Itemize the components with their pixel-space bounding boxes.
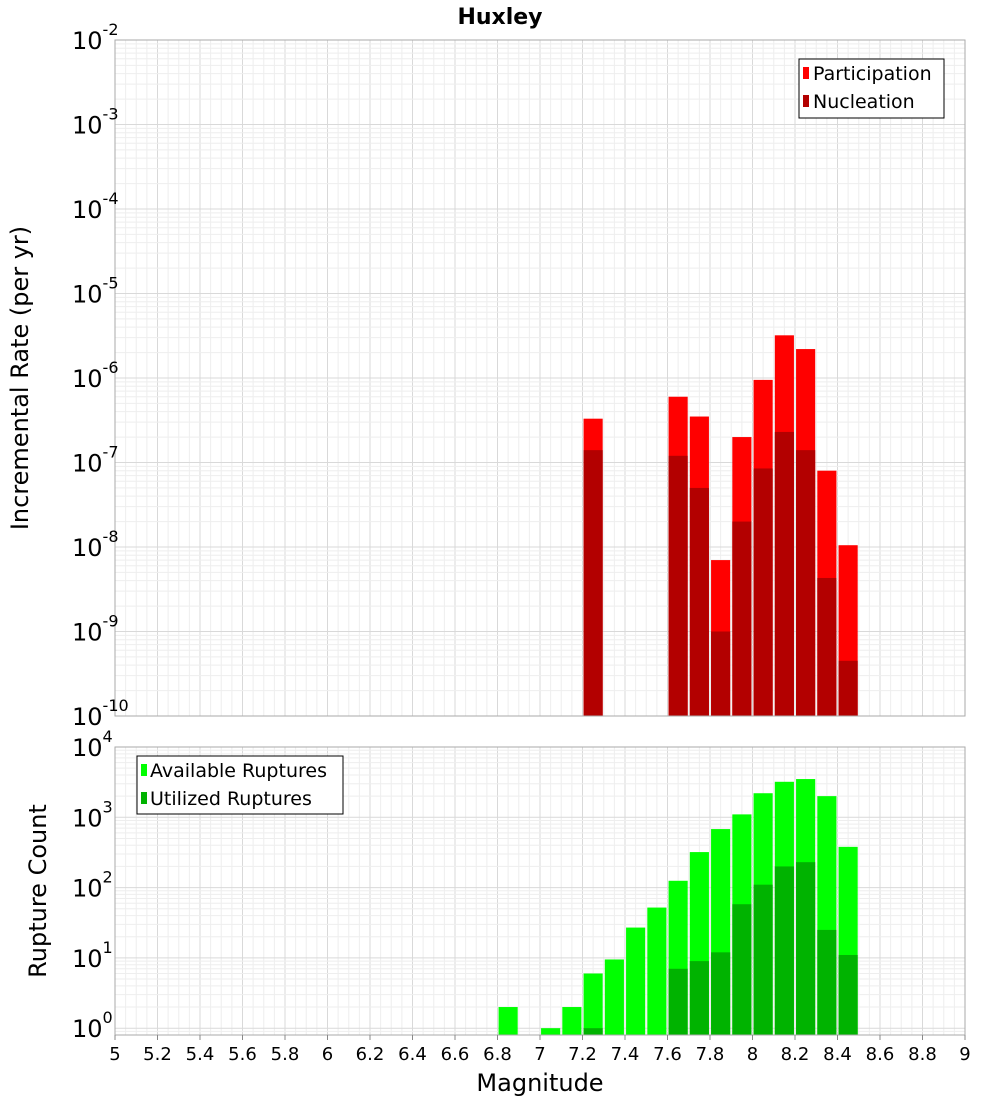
- x-tick-label: 9: [959, 1044, 970, 1065]
- rate-bar-nucleation: [668, 455, 688, 716]
- legend-swatch-available: [141, 764, 147, 776]
- legend-label-available: Available Ruptures: [150, 760, 327, 782]
- legend-label-nucleation: Nucleation: [813, 91, 915, 113]
- x-axis-label: Magnitude: [476, 1069, 603, 1097]
- x-tick-label: 8.4: [823, 1044, 852, 1065]
- count-bar-utilized-ruptures: [796, 862, 816, 1035]
- rate-bar-nucleation: [732, 521, 752, 716]
- count-bar-utilized-ruptures: [732, 904, 752, 1035]
- x-tick-label: 7.6: [653, 1044, 682, 1065]
- count-bar-available-ruptures: [583, 973, 603, 1035]
- rate-legend-box: [798, 58, 945, 119]
- x-tick-label: 5: [109, 1044, 120, 1065]
- legend-swatch-utilized: [141, 792, 147, 804]
- rate-plot-border: [114, 39, 966, 717]
- count-y-ticks: 100 101 102 103 104: [72, 727, 113, 1043]
- rate-y-ticks: 10-10 10-9 10-8 10-7 10-6 10-5 10-4 10-3 10-2: [72, 20, 129, 731]
- rate-bar-nucleation: [774, 431, 794, 716]
- count-bar-available-ruptures: [626, 927, 646, 1035]
- x-tick-label: 5.4: [186, 1044, 215, 1065]
- x-tick-label: 7.8: [696, 1044, 725, 1065]
- count-panel: 100 101 102 103 104 5 5.2 5.4 5.6 5.8 6 6.2 6.4 6.6 6…: [24, 727, 971, 1097]
- count-bar-utilized-ruptures: [753, 884, 773, 1035]
- x-tick-label: 7.4: [611, 1044, 640, 1065]
- count-bar-utilized-ruptures: [817, 929, 837, 1035]
- rate-legend: Participation Nucleation: [798, 58, 945, 119]
- rate-panel: 10-10 10-9 10-8 10-7 10-6 10-5 10-4 10-3 10-2 In…: [6, 20, 966, 731]
- count-bar-utilized-ruptures: [668, 968, 688, 1035]
- rate-bars: [583, 335, 858, 716]
- legend-swatch-participation: [803, 67, 809, 79]
- rate-bar-nucleation: [817, 577, 837, 716]
- count-bar-available-ruptures: [647, 907, 667, 1035]
- count-y-tick-label: 103: [72, 797, 113, 832]
- rate-y-tick-label: 10-5: [72, 274, 119, 309]
- count-bar-available-ruptures: [498, 1007, 518, 1035]
- rate-y-tick-label: 10-10: [72, 696, 129, 731]
- rate-y-tick-label: 10-8: [72, 527, 119, 562]
- x-tick-label: 5.8: [271, 1044, 300, 1065]
- rate-y-tick-label: 10-4: [72, 189, 119, 224]
- rate-y-tick-label: 10-9: [72, 612, 119, 647]
- count-y-tick-label: 104: [72, 727, 113, 762]
- legend-label-utilized: Utilized Ruptures: [150, 788, 312, 810]
- count-y-tick-label: 102: [72, 868, 113, 903]
- x-tick-label: 5.2: [143, 1044, 172, 1065]
- x-ticks: 5 5.2 5.4 5.6 5.8 6 6.2 6.4 6.6 6.8 7 7.2 7.4 7.6 7.8 8…: [109, 1035, 971, 1065]
- rate-bar-nucleation: [796, 450, 816, 716]
- count-bar-utilized-ruptures: [583, 1028, 603, 1035]
- chart-title: Huxley: [457, 5, 542, 30]
- legend-label-participation: Participation: [813, 63, 932, 85]
- rate-grid: [114, 40, 966, 717]
- rate-bar-nucleation: [838, 660, 858, 716]
- rate-y-tick-label: 10-3: [72, 105, 119, 140]
- count-bar-utilized-ruptures: [838, 954, 858, 1035]
- rate-y-axis-label: Incremental Rate (per yr): [6, 226, 34, 530]
- x-tick-label: 6.6: [441, 1044, 470, 1065]
- rate-y-tick-label: 10-6: [72, 358, 119, 393]
- count-bar-utilized-ruptures: [689, 961, 709, 1035]
- x-tick-label: 6.4: [398, 1044, 427, 1065]
- count-bar-utilized-ruptures: [774, 866, 794, 1035]
- count-y-axis-label: Rupture Count: [24, 804, 52, 978]
- x-tick-label: 8: [747, 1044, 758, 1065]
- count-bars: [498, 779, 858, 1035]
- count-legend-box: [136, 755, 344, 815]
- rate-bar-nucleation: [689, 487, 709, 716]
- count-y-tick-label: 101: [72, 938, 113, 973]
- rate-bar-nucleation: [583, 450, 603, 716]
- count-bar-available-ruptures: [562, 1007, 582, 1035]
- x-tick-label: 8.6: [866, 1044, 895, 1065]
- x-tick-label: 5.6: [228, 1044, 257, 1065]
- rate-y-tick-label: 10-2: [72, 20, 119, 55]
- count-y-tick-label: 100: [72, 1008, 113, 1043]
- count-bar-available-ruptures: [541, 1028, 561, 1035]
- x-tick-label: 8.2: [781, 1044, 810, 1065]
- rate-bar-nucleation: [711, 631, 731, 716]
- x-tick-label: 6.2: [356, 1044, 385, 1065]
- count-bar-available-ruptures: [604, 959, 624, 1035]
- rate-y-tick-label: 10-7: [72, 443, 119, 478]
- rate-bar-nucleation: [753, 468, 773, 716]
- x-tick-label: 6.8: [483, 1044, 512, 1065]
- legend-swatch-nucleation: [803, 95, 809, 107]
- x-tick-label: 7: [534, 1044, 545, 1065]
- x-tick-label: 6: [322, 1044, 333, 1065]
- x-tick-label: 7.2: [568, 1044, 597, 1065]
- count-legend: Available Ruptures Utilized Ruptures: [136, 755, 344, 815]
- x-tick-label: 8.8: [908, 1044, 937, 1065]
- count-bar-utilized-ruptures: [711, 952, 731, 1035]
